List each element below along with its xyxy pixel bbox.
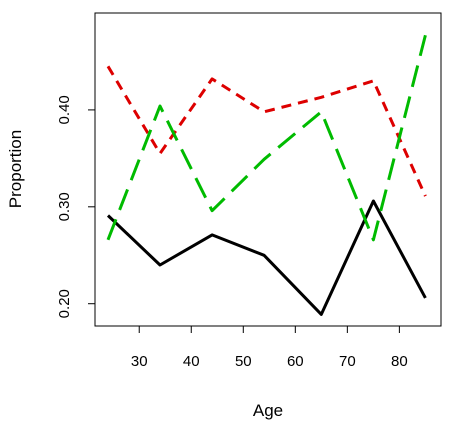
x-tick-label: 30	[131, 353, 148, 370]
x-tick-label: 60	[287, 353, 304, 370]
x-axis-title: Age	[253, 401, 283, 420]
y-axis: 0.20 0.30 0.40	[56, 95, 96, 318]
x-tick-label: 40	[183, 353, 200, 370]
y-tick-label: 0.20	[56, 289, 73, 318]
series-line-2	[106, 65, 427, 197]
plot-frame	[94, 12, 442, 327]
y-axis-title: Proportion	[6, 130, 25, 208]
series-line-3	[106, 34, 427, 242]
x-tick-label: 80	[391, 353, 408, 370]
series-layer	[106, 34, 427, 316]
x-axis: 30 40 50 60 70 80	[131, 325, 408, 370]
x-tick-label: 50	[235, 353, 252, 370]
x-tick-label: 70	[339, 353, 356, 370]
series-line-1	[106, 199, 427, 316]
y-tick-label: 0.40	[56, 95, 73, 124]
y-tick-label: 0.30	[56, 192, 73, 221]
